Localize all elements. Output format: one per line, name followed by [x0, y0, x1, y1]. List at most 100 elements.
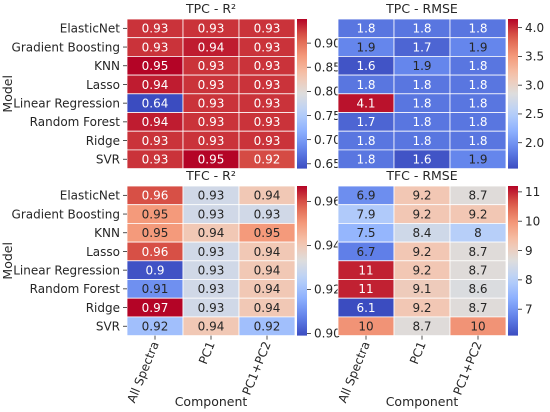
cell-value-label: 0.95: [142, 207, 169, 221]
cell-value-label: 0.93: [142, 22, 169, 36]
cell-value-label: 1.8: [468, 59, 487, 73]
cell-value-label: 0.92: [254, 320, 281, 334]
cell-value-label: 9.1: [412, 282, 431, 296]
colorbar-tick-label: 3.5: [525, 50, 544, 64]
colorbar-tick-label: 11: [525, 185, 540, 199]
colorbar-tick-label: 0.96: [314, 195, 341, 209]
cell-value-label: 1.8: [468, 78, 487, 92]
cell-value-label: 6.1: [356, 301, 375, 315]
cell-value-label: 0.94: [254, 263, 281, 277]
cell-value-label: 0.94: [254, 301, 281, 315]
cell-value-label: 8.7: [468, 189, 487, 203]
heatmap-panel-2: TPC - RMSE 1.8 1.8 1.8 1.9 1.7 1.9 1.6 1.9 1.8 1.8…: [337, 1, 544, 169]
cell-value-label: 7.9: [356, 207, 375, 221]
cell-value-label: 0.93: [254, 207, 281, 221]
cell-value-label: 1.8: [412, 115, 431, 129]
cell-value-label: 8.7: [468, 301, 487, 315]
colorbar-tick-label: 0.65: [314, 157, 341, 171]
row-label: Linear Regression: [13, 263, 120, 277]
colorbar-tick-label: 8: [525, 273, 533, 287]
colorbar-tick-label: 4.0: [525, 21, 544, 35]
cell-value-label: 0.93: [198, 207, 225, 221]
colorbar-tick-label: 0.90: [314, 36, 341, 50]
row-label: Random Forest: [30, 115, 121, 129]
colorbar-tick-label: 0.75: [314, 109, 341, 123]
panel-title: TFC - RMSE: [385, 168, 457, 183]
colorbar-tick-label: 0.94: [314, 239, 341, 253]
row-label: Random Forest: [30, 282, 121, 296]
heatmap-cell: [449, 149, 507, 169]
cell-value-label: 1.9: [468, 40, 487, 54]
cell-value-label: 1.8: [356, 78, 375, 92]
row-label: ElasticNet: [60, 189, 121, 203]
x-axis-label: Component: [175, 394, 248, 409]
cell-value-label: 0.95: [142, 226, 169, 240]
colorbar-tick-label: 3.0: [525, 78, 544, 92]
cell-value-label: 0.93: [254, 115, 281, 129]
row-label: Linear Regression: [13, 96, 120, 110]
row-label: Lasso: [86, 78, 120, 92]
cell-value-label: 0.94: [198, 320, 225, 334]
column-label: All Spectra: [124, 339, 161, 404]
colorbar-tick-label: 0.85: [314, 61, 341, 75]
cell-value-label: 9.2: [468, 207, 487, 221]
cell-value-label: 0.94: [254, 282, 281, 296]
cell-value-label: 0.93: [198, 189, 225, 203]
cell-value-label: 0.94: [198, 226, 225, 240]
cell-value-label: 0.93: [198, 245, 225, 259]
cell-value-label: 10: [358, 320, 373, 334]
cell-value-label: 0.93: [198, 115, 225, 129]
cell-value-label: 0.93: [198, 59, 225, 73]
panel-title: TPC - RMSE: [385, 1, 458, 16]
cell-value-label: 0.94: [142, 115, 169, 129]
panel-title: TPC - R²: [185, 1, 236, 16]
cell-value-label: 0.93: [254, 40, 281, 54]
cell-value-label: 0.93: [254, 134, 281, 148]
cell-value-label: 9.2: [412, 301, 431, 315]
cell-value-label: 1.9: [412, 59, 431, 73]
cell-value-label: 0.93: [142, 134, 169, 148]
colorbar-tick-label: 9: [525, 244, 533, 258]
cell-value-label: 8.7: [468, 245, 487, 259]
cell-value-label: 0.96: [142, 189, 169, 203]
cell-value-label: 0.96: [142, 245, 169, 259]
cell-value-label: 0.93: [198, 134, 225, 148]
cell-value-label: 6.9: [356, 189, 375, 203]
row-label: Gradient Boosting: [12, 207, 120, 221]
cell-value-label: 1.8: [412, 78, 431, 92]
cell-value-label: 0.93: [198, 96, 225, 110]
cell-value-label: 1.6: [356, 59, 375, 73]
cell-value-label: 1.8: [412, 22, 431, 36]
y-axis-label: Model: [0, 242, 15, 280]
cell-value-label: 0.93: [254, 96, 281, 110]
cell-value-label: 1.9: [468, 153, 487, 167]
column-label: PC1+PC2: [240, 339, 274, 397]
column-label: PC1+PC2: [451, 339, 485, 397]
cell-value-label: 0.93: [254, 59, 281, 73]
row-label: KNN: [94, 226, 120, 240]
colorbar-tick-label: 2.0: [525, 136, 544, 150]
cell-value-label: 1.8: [468, 115, 487, 129]
cell-value-label: 0.93: [142, 40, 169, 54]
row-label: SVR: [96, 153, 120, 167]
row-label: Ridge: [86, 134, 120, 148]
row-label: SVR: [96, 320, 120, 334]
cell-value-label: 0.93: [198, 263, 225, 277]
cell-value-label: 8: [474, 226, 482, 240]
colorbar-tick-label: 10: [525, 215, 540, 229]
cell-value-label: 0.93: [142, 153, 169, 167]
cell-value-label: 0.95: [198, 153, 225, 167]
cell-value-label: 0.64: [142, 96, 169, 110]
cell-value-label: 1.8: [412, 96, 431, 110]
cell-value-label: 1.8: [412, 134, 431, 148]
cell-value-label: 0.91: [142, 282, 169, 296]
colorbar-tick-label: 0.92: [314, 283, 341, 297]
cell-value-label: 0.93: [198, 301, 225, 315]
heatmap-cell: [238, 149, 296, 169]
cell-value-label: 8.7: [412, 320, 431, 334]
heatmap-panel-1: TPC - R² 0.93 0.93 0.93 0.93 0.94 0.93 0.95 0.93…: [0, 1, 341, 171]
y-axis-label: Model: [0, 75, 15, 113]
colorbar-tick-label: 0.90: [314, 327, 341, 341]
cell-value-label: 8.6: [468, 282, 487, 296]
